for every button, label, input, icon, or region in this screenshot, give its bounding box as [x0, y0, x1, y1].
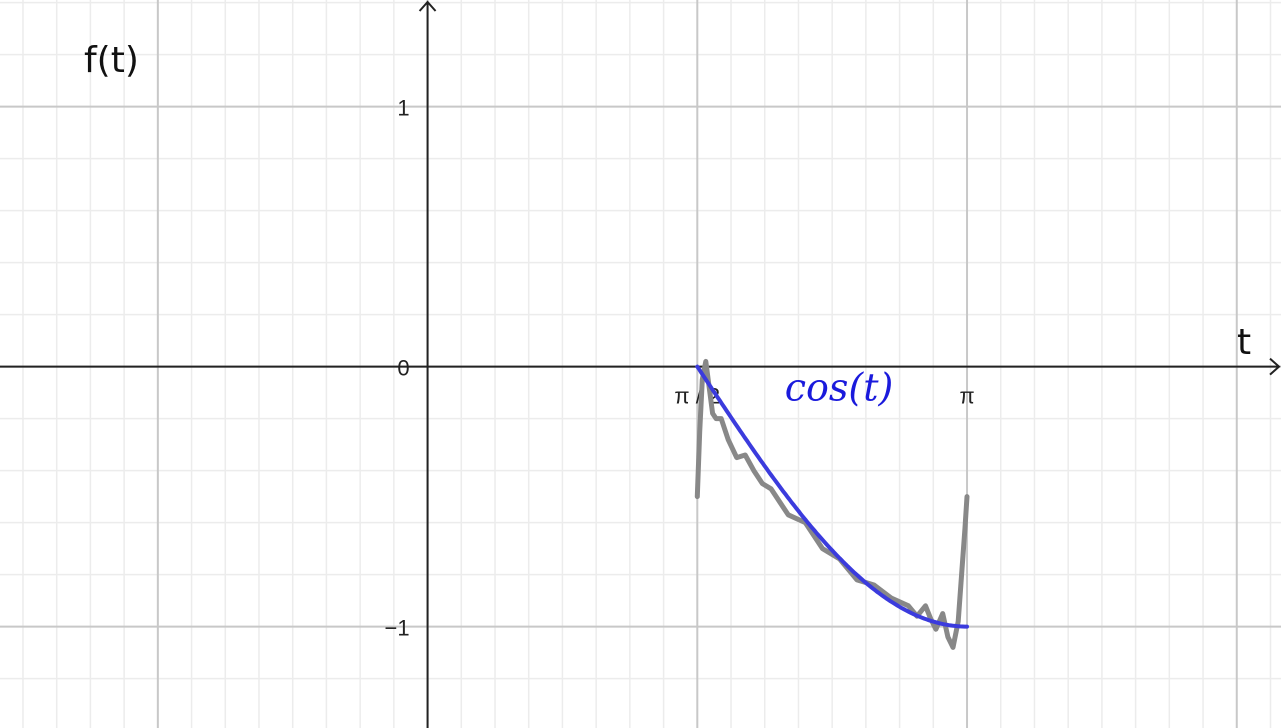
y-tick-label: 0	[397, 356, 409, 381]
annotations: cos(t)	[785, 365, 894, 409]
curve-annotation-label: cos(t)	[785, 365, 894, 409]
cos-curve[interactable]	[695, 364, 969, 629]
series-layer	[694, 358, 970, 650]
y-tick-label: −1	[384, 616, 409, 641]
x-tick-label: π	[959, 384, 974, 409]
x-axis-arrowhead	[1269, 357, 1281, 376]
fourier-approximation-curve[interactable]	[694, 358, 970, 650]
x-axis-label: t	[1237, 322, 1251, 363]
y-axis-label: f(t)	[84, 40, 139, 81]
y-axis-arrowhead	[418, 0, 437, 12]
y-tick-label: 1	[397, 96, 409, 121]
